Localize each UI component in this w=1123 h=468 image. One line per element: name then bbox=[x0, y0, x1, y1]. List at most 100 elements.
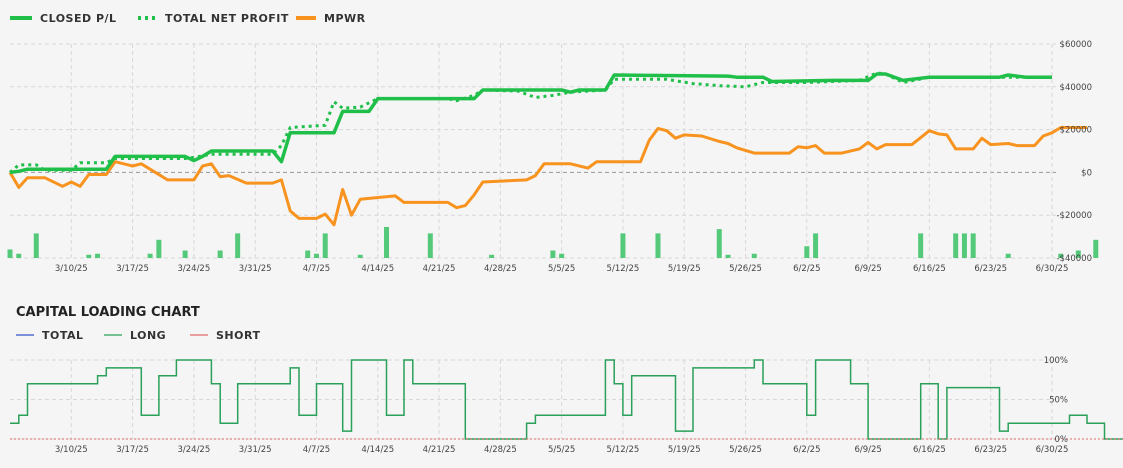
trade-bar bbox=[305, 250, 311, 258]
x-tick-label: 3/31/25 bbox=[239, 264, 272, 274]
trade-bar bbox=[961, 233, 967, 258]
trade-bar bbox=[86, 254, 92, 258]
trade-bar bbox=[655, 233, 661, 258]
legend-label-short: SHORT bbox=[216, 329, 260, 342]
pl-series bbox=[8, 71, 1087, 227]
x-tick-label: 5/26/25 bbox=[729, 264, 762, 274]
x-tick-label: 5/19/25 bbox=[668, 445, 701, 455]
x-tick-label: 4/14/25 bbox=[361, 445, 394, 455]
y-tick-label: 100% bbox=[1044, 356, 1068, 366]
trade-bar bbox=[716, 229, 722, 258]
trade-bar bbox=[235, 233, 241, 258]
trade-bar bbox=[725, 254, 731, 258]
trade-bar bbox=[559, 253, 565, 258]
trade-bar bbox=[33, 233, 39, 258]
x-tick-label: 6/16/25 bbox=[913, 264, 946, 274]
trade-bar bbox=[1093, 239, 1099, 258]
trade-bar bbox=[970, 233, 976, 258]
y-tick-label: $20000 bbox=[1060, 126, 1092, 136]
capital-gridlines bbox=[10, 359, 1056, 440]
x-tick-label: 3/10/25 bbox=[55, 264, 88, 274]
x-tick-label: 4/21/25 bbox=[423, 264, 456, 274]
y-tick-label: 50% bbox=[1049, 396, 1068, 406]
capital-x-tick-labels: 3/10/25 3/17/25 3/24/25 3/31/25 4/7/25 4/14/2… bbox=[55, 445, 1068, 455]
trade-bar bbox=[1058, 253, 1064, 258]
x-tick-label: 6/2/25 bbox=[793, 445, 820, 455]
x-tick-label: 4/7/25 bbox=[303, 445, 330, 455]
legend-label-closed: CLOSED P/L bbox=[40, 12, 117, 25]
x-tick-label: 4/28/25 bbox=[484, 264, 517, 274]
capital-y-tick-labels: 100% 50% 0% bbox=[1044, 356, 1068, 445]
x-tick-label: 3/24/25 bbox=[177, 264, 210, 274]
x-tick-label: 4/21/25 bbox=[423, 445, 456, 455]
pl-y-tick-labels: $60000 $40000 $20000 $0 -$20000 -$40000 bbox=[1056, 40, 1092, 264]
trade-bar bbox=[953, 233, 959, 258]
x-tick-label: 6/30/25 bbox=[1036, 445, 1069, 455]
y-tick-label: $0 bbox=[1081, 168, 1092, 178]
x-tick-label: 3/31/25 bbox=[239, 445, 272, 455]
x-tick-label: 6/2/25 bbox=[793, 264, 820, 274]
trade-bar bbox=[620, 233, 626, 258]
closed-pl-line bbox=[9, 72, 1052, 175]
trade-bar bbox=[322, 233, 328, 258]
x-tick-label: 4/14/25 bbox=[361, 264, 394, 274]
trade-bar bbox=[489, 254, 495, 258]
x-tick-label: 6/23/25 bbox=[974, 445, 1007, 455]
trade-bar bbox=[156, 239, 162, 258]
x-tick-label: 3/10/25 bbox=[55, 445, 88, 455]
trade-bar bbox=[7, 249, 13, 258]
trade-bar bbox=[384, 226, 390, 258]
long-line bbox=[10, 359, 1123, 440]
x-tick-label: 4/28/25 bbox=[484, 445, 517, 455]
trade-bar bbox=[1075, 250, 1081, 258]
pl-gridlines bbox=[10, 43, 1056, 259]
mpwr-line bbox=[8, 126, 1087, 227]
x-tick-label: 5/19/25 bbox=[668, 264, 701, 274]
trade-bars bbox=[7, 226, 1099, 258]
x-tick-label: 6/9/25 bbox=[854, 264, 881, 274]
trade-bar bbox=[427, 233, 433, 258]
trade-bar bbox=[550, 250, 556, 258]
trade-bar bbox=[918, 233, 924, 258]
x-tick-label: 6/9/25 bbox=[854, 445, 881, 455]
pl-x-tick-labels: 3/10/25 3/17/25 3/24/25 3/31/25 4/7/25 4/14/2… bbox=[55, 264, 1068, 274]
trade-bar bbox=[751, 253, 757, 258]
legend-label-long: LONG bbox=[130, 329, 166, 342]
trade-bar bbox=[357, 254, 363, 258]
y-tick-label: $40000 bbox=[1060, 83, 1092, 93]
trade-bar bbox=[182, 250, 188, 258]
x-tick-label: 5/5/25 bbox=[548, 264, 575, 274]
x-tick-label: 3/17/25 bbox=[116, 264, 149, 274]
y-tick-label: 0% bbox=[1055, 435, 1069, 445]
trade-bar bbox=[95, 253, 101, 258]
legend-label-total-net: TOTAL NET PROFIT bbox=[165, 12, 289, 25]
legend-label-total: TOTAL bbox=[42, 329, 84, 342]
x-tick-label: 5/12/25 bbox=[607, 264, 640, 274]
trade-bar bbox=[1005, 253, 1011, 258]
x-tick-label: 6/23/25 bbox=[974, 264, 1007, 274]
capital-chart-title: CAPITAL LOADING CHART bbox=[16, 305, 200, 320]
trade-bar bbox=[217, 250, 223, 258]
capital-series bbox=[10, 359, 1123, 440]
x-tick-label: 5/26/25 bbox=[729, 445, 762, 455]
y-tick-label: -$20000 bbox=[1056, 211, 1092, 221]
x-tick-label: 6/16/25 bbox=[913, 445, 946, 455]
trade-bar bbox=[804, 246, 810, 258]
capital-legend: TOTAL LONG SHORT bbox=[16, 329, 260, 342]
legend-label-mpwr: MPWR bbox=[324, 12, 366, 25]
y-tick-label: $60000 bbox=[1060, 40, 1092, 50]
trade-bar bbox=[16, 253, 22, 258]
x-tick-label: 6/30/25 bbox=[1036, 264, 1069, 274]
x-tick-label: 5/5/25 bbox=[548, 445, 575, 455]
x-tick-label: 4/7/25 bbox=[303, 264, 330, 274]
x-tick-label: 5/12/25 bbox=[607, 445, 640, 455]
x-tick-label: 3/24/25 bbox=[177, 445, 210, 455]
x-tick-label: 3/17/25 bbox=[116, 445, 149, 455]
trade-bar bbox=[313, 253, 319, 258]
pl-legend: CLOSED P/L TOTAL NET PROFIT MPWR bbox=[10, 12, 366, 25]
trade-bar bbox=[813, 233, 819, 258]
trade-bar bbox=[147, 253, 153, 258]
y-tick-label: -$40000 bbox=[1056, 254, 1092, 264]
